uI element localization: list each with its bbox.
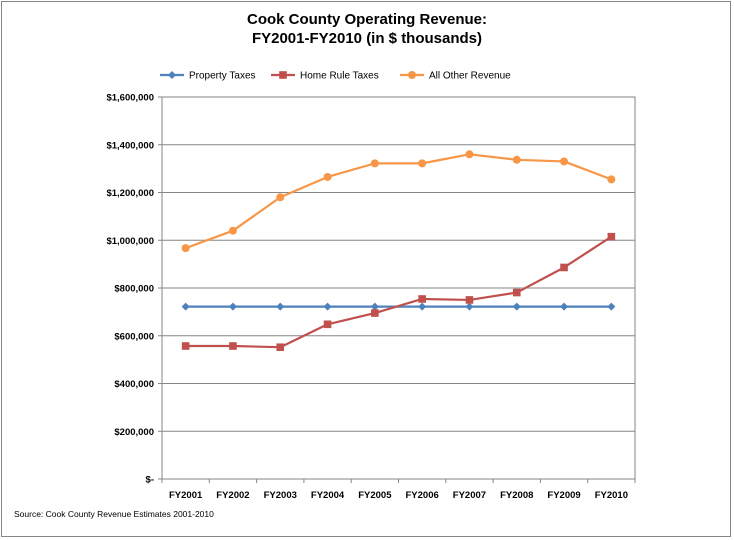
y-tick-label: $200,000 <box>114 427 154 438</box>
data-point-property-taxes <box>228 302 237 311</box>
data-point-property-taxes <box>465 302 474 311</box>
legend-item-property-taxes: Property Taxes <box>160 71 256 82</box>
data-point-all-other-revenue <box>228 226 237 235</box>
y-tick-label: $1,200,000 <box>106 188 154 199</box>
y-tick-label: $1,400,000 <box>106 140 154 151</box>
data-point-home-rule-taxes <box>418 295 426 303</box>
data-point-home-rule-taxes <box>465 296 474 304</box>
data-point-home-rule-taxes <box>323 320 332 329</box>
data-point-property-taxes <box>181 302 190 311</box>
data-point-property-taxes <box>607 302 616 311</box>
data-point-home-rule-taxes <box>371 309 379 317</box>
x-tick-label: FY2005 <box>358 490 392 501</box>
legend-item-home-rule-taxes: Home Rule Taxes <box>271 71 379 82</box>
data-point-all-other-revenue <box>607 175 616 184</box>
data-point-property-taxes <box>276 302 285 311</box>
series-line-home-rule-taxes <box>185 235 612 349</box>
data-point-all-other-revenue <box>276 193 285 202</box>
x-tick-label: FY2010 <box>595 490 628 501</box>
data-point-all-other-revenue <box>370 159 379 168</box>
series-home-rule-taxes <box>181 232 616 352</box>
y-tick-label: $1,000,000 <box>106 236 154 247</box>
legend-label: Property Taxes <box>189 71 256 82</box>
series-all-other-revenue <box>181 150 616 253</box>
data-point-property-taxes <box>512 302 521 311</box>
data-point-all-other-revenue <box>323 172 332 181</box>
legend-marker <box>408 71 416 79</box>
data-point-all-other-revenue <box>512 155 521 164</box>
data-point-all-other-revenue <box>560 157 569 166</box>
data-point-property-taxes <box>370 302 379 311</box>
y-tick-label: $600,000 <box>114 331 154 342</box>
data-point-all-other-revenue <box>181 244 190 253</box>
legend-item-all-other-revenue: All Other Revenue <box>400 71 511 82</box>
data-point-home-rule-taxes <box>229 342 237 350</box>
x-tick-label: FY2008 <box>500 490 533 501</box>
x-tick-label: FY2006 <box>406 490 439 501</box>
source-note: Source: Cook County Revenue Estimates 20… <box>14 509 214 519</box>
y-tick-label: $- <box>146 475 154 486</box>
data-point-all-other-revenue <box>418 159 427 168</box>
gridlines <box>162 144 635 432</box>
y-tick-label: $800,000 <box>114 284 154 295</box>
x-tick-label: FY2004 <box>311 490 345 501</box>
data-point-home-rule-taxes <box>607 232 616 241</box>
data-point-property-taxes <box>418 302 427 311</box>
series-group <box>181 150 616 352</box>
legend-label: Home Rule Taxes <box>300 71 379 82</box>
data-point-property-taxes <box>560 302 569 311</box>
x-tick-label: FY2002 <box>216 490 249 501</box>
y-tick-label: $400,000 <box>114 379 154 390</box>
x-tick-label: FY2003 <box>264 490 297 501</box>
data-point-home-rule-taxes <box>181 342 190 350</box>
y-tick-label: $1,600,000 <box>106 93 154 104</box>
chart-title-line-1: Cook County Operating Revenue: <box>247 11 487 28</box>
data-point-property-taxes <box>323 302 332 311</box>
legend-marker <box>279 71 287 79</box>
series-line-all-other-revenue <box>185 153 612 250</box>
legend-label: All Other Revenue <box>429 71 511 82</box>
data-point-home-rule-taxes <box>512 288 521 297</box>
y-axis: $- $200,000 $400,000 $600,000 $800,000 $1,000… <box>106 93 162 486</box>
chart-title-line-2: FY2001-FY2010 (in $ thousands) <box>252 30 482 47</box>
x-axis: FY2001 FY2002 FY2003 FY2004 FY2005 FY2006 FY20… <box>161 479 636 501</box>
data-point-all-other-revenue <box>465 150 474 159</box>
data-point-home-rule-taxes <box>276 343 285 352</box>
x-tick-label: FY2007 <box>453 490 486 501</box>
data-point-home-rule-taxes <box>560 263 568 272</box>
x-tick-label: FY2001 <box>169 490 203 501</box>
legend-marker <box>168 71 176 79</box>
x-tick-label: FY2009 <box>547 490 580 501</box>
legend: Property Taxes Home Rule Taxes All Other R… <box>160 71 511 82</box>
